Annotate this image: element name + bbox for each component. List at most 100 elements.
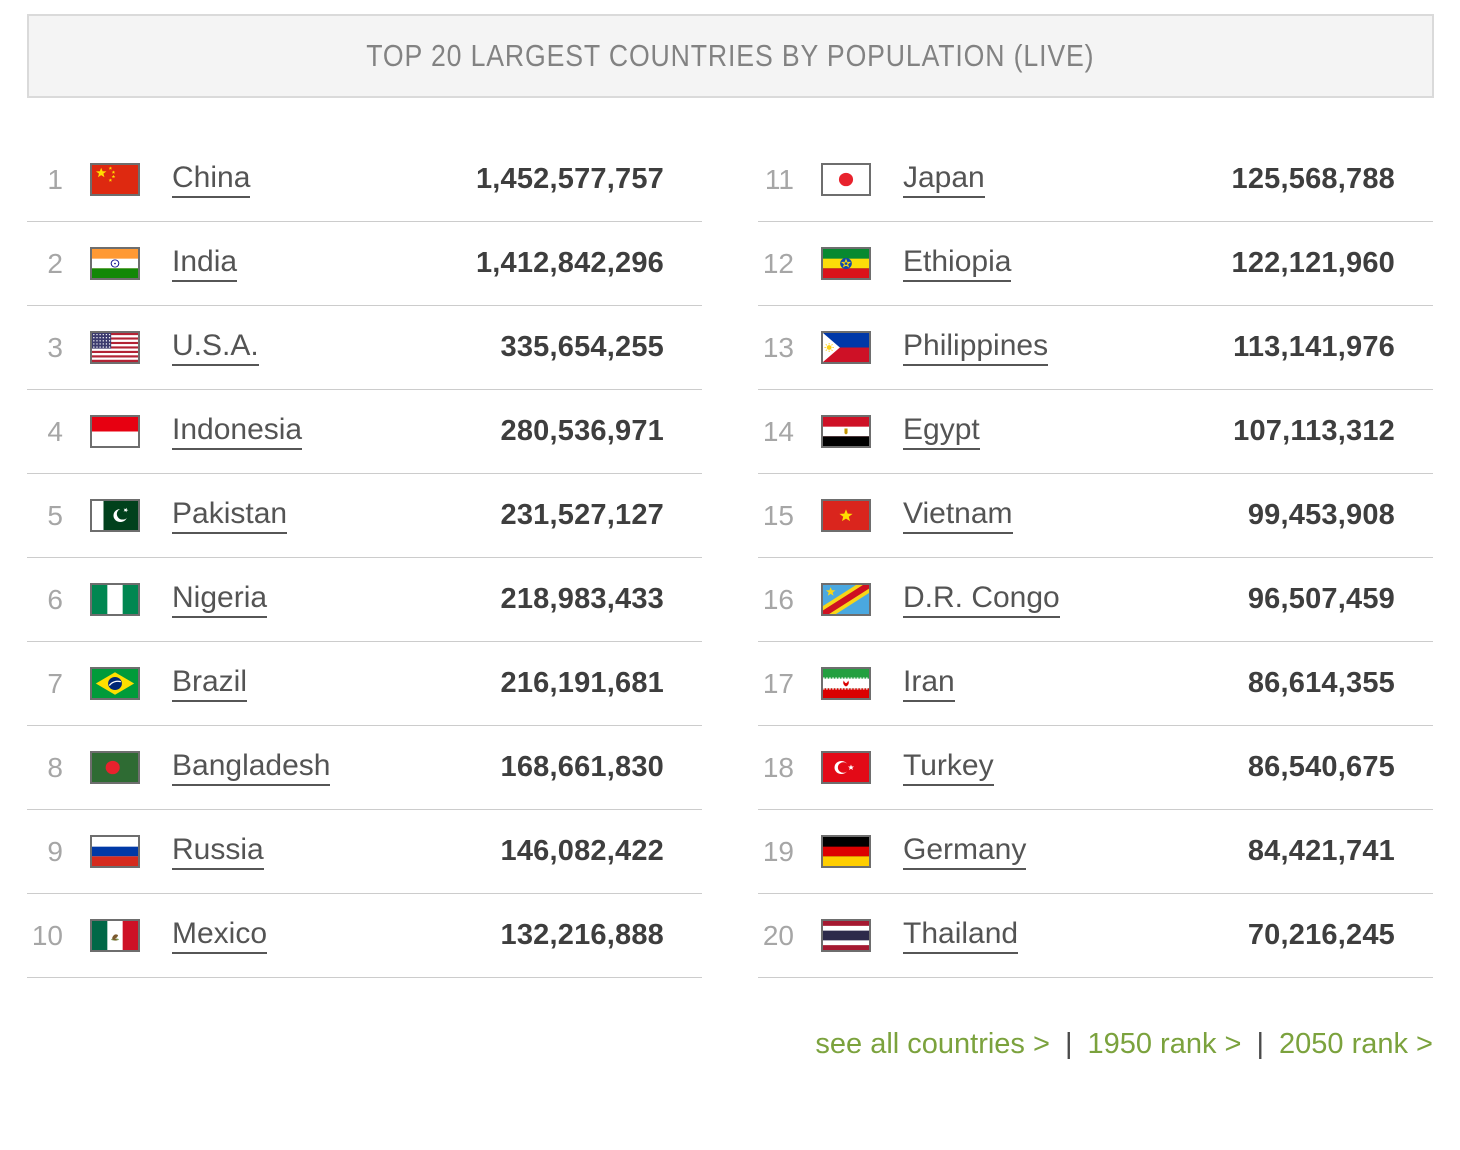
india-flag-icon: [90, 247, 140, 280]
population-value: 231,527,127: [500, 499, 664, 531]
footer-link-1[interactable]: 1950 rank >: [1087, 1028, 1242, 1060]
footer-link-separator: |: [1064, 1028, 1073, 1060]
table-title-box: TOP 20 LARGEST COUNTRIES BY POPULATION (…: [27, 14, 1434, 98]
mexico-flag-icon: [90, 919, 140, 952]
rank-number: 13: [762, 331, 794, 363]
population-value: 1,452,577,757: [475, 163, 664, 195]
table-row: 12 Ethiopia 122,121,960: [758, 222, 1433, 306]
country-link[interactable]: Nigeria: [172, 581, 268, 618]
table-row: 2 India 1,412,842,296: [27, 222, 702, 306]
rank-number: 3: [47, 331, 63, 363]
table-row: 10 Mexico 132,216,888: [27, 894, 702, 978]
table-row: 8 Bangladesh 168,661,830: [27, 726, 702, 810]
page-title: TOP 20 LARGEST COUNTRIES BY POPULATION (…: [366, 38, 1095, 73]
japan-flag-icon: [821, 163, 871, 196]
rank-number: 19: [762, 835, 794, 867]
country-link[interactable]: Germany: [903, 833, 1027, 870]
rank-number: 16: [762, 583, 794, 615]
russia-flag-icon: [90, 835, 140, 868]
population-value: 84,421,741: [1247, 835, 1395, 867]
footer-link-separator: |: [1256, 1028, 1265, 1060]
table-row: 1 China 1,452,577,757: [27, 138, 702, 222]
china-flag-icon: [90, 163, 140, 196]
country-link[interactable]: Mexico: [172, 917, 268, 954]
country-link[interactable]: China: [172, 161, 251, 198]
country-link[interactable]: Indonesia: [172, 413, 303, 450]
population-value: 113,141,976: [1233, 331, 1395, 363]
country-link[interactable]: D.R. Congo: [903, 581, 1060, 618]
table-row: 19 Germany 84,421,741: [758, 810, 1433, 894]
dr-congo-flag-icon: [821, 583, 871, 616]
rank-number: 12: [762, 247, 794, 279]
country-link[interactable]: Russia: [172, 833, 264, 870]
table-row: 11 Japan 125,568,788: [758, 138, 1433, 222]
table-row: 18 Turkey 86,540,675: [758, 726, 1433, 810]
rank-number: 5: [47, 499, 63, 531]
thailand-flag-icon: [821, 919, 871, 952]
vietnam-flag-icon: [821, 499, 871, 532]
country-link[interactable]: Turkey: [903, 749, 994, 786]
footer-link-0[interactable]: see all countries >: [815, 1028, 1050, 1060]
population-value: 132,216,888: [500, 919, 664, 951]
population-value: 70,216,245: [1247, 919, 1395, 951]
philippines-flag-icon: [821, 331, 871, 364]
rank-number: 17: [762, 667, 794, 699]
country-link[interactable]: U.S.A.: [172, 329, 259, 366]
rank-number: 18: [762, 751, 794, 783]
country-link[interactable]: Vietnam: [903, 497, 1013, 534]
country-link[interactable]: India: [172, 245, 238, 282]
rank-number: 1: [47, 163, 63, 195]
rank-number: 10: [31, 919, 63, 951]
turkey-flag-icon: [821, 751, 871, 784]
rank-number: 14: [762, 415, 794, 447]
population-value: 335,654,255: [500, 331, 664, 363]
rank-column-right: 11 Japan 125,568,788 12 Ethiopia 122,121,960 1…: [758, 138, 1433, 978]
rank-column-left: 1 China 1,452,577,757 2 India 1,412,842,296 3 U…: [27, 138, 702, 978]
country-link[interactable]: Brazil: [172, 665, 248, 702]
population-value: 99,453,908: [1247, 499, 1395, 531]
rank-number: 15: [762, 499, 794, 531]
iran-flag-icon: [821, 667, 871, 700]
rank-number: 7: [47, 667, 63, 699]
table-row: 14 Egypt 107,113,312: [758, 390, 1433, 474]
nigeria-flag-icon: [90, 583, 140, 616]
rank-number: 20: [762, 919, 794, 951]
table-row: 16 D.R. Congo 96,507,459: [758, 558, 1433, 642]
population-table: 1 China 1,452,577,757 2 India 1,412,842,296 3 U…: [27, 138, 1433, 978]
country-link[interactable]: Philippines: [903, 329, 1049, 366]
population-value: 218,983,433: [500, 583, 664, 615]
usa-flag-icon: [90, 331, 140, 364]
bangladesh-flag-icon: [90, 751, 140, 784]
indonesia-flag-icon: [90, 415, 140, 448]
country-link[interactable]: Ethiopia: [903, 245, 1012, 282]
country-link[interactable]: Japan: [903, 161, 985, 198]
germany-flag-icon: [821, 835, 871, 868]
country-link[interactable]: Bangladesh: [172, 749, 331, 786]
population-value: 168,661,830: [500, 751, 664, 783]
population-value: 146,082,422: [500, 835, 664, 867]
table-row: 5 Pakistan 231,527,127: [27, 474, 702, 558]
egypt-flag-icon: [821, 415, 871, 448]
footer-link-2[interactable]: 2050 rank >: [1279, 1028, 1433, 1060]
table-row: 6 Nigeria 218,983,433: [27, 558, 702, 642]
table-row: 4 Indonesia 280,536,971: [27, 390, 702, 474]
country-link[interactable]: Pakistan: [172, 497, 288, 534]
rank-number: 6: [47, 583, 63, 615]
population-value: 86,540,675: [1247, 751, 1395, 783]
table-row: 20 Thailand 70,216,245: [758, 894, 1433, 978]
ethiopia-flag-icon: [821, 247, 871, 280]
population-value: 96,507,459: [1247, 583, 1395, 615]
population-value: 216,191,681: [500, 667, 664, 699]
country-link[interactable]: Iran: [903, 665, 955, 702]
country-link[interactable]: Egypt: [903, 413, 980, 450]
table-row: 9 Russia 146,082,422: [27, 810, 702, 894]
rank-number: 8: [47, 751, 63, 783]
table-row: 17 Iran 86,614,355: [758, 642, 1433, 726]
population-value: 107,113,312: [1233, 415, 1395, 447]
pakistan-flag-icon: [90, 499, 140, 532]
brazil-flag-icon: [90, 667, 140, 700]
footer-links: see all countries > | 1950 rank > | 2050 ran…: [0, 1028, 1433, 1061]
rank-number: 4: [47, 415, 63, 447]
population-value: 1,412,842,296: [475, 247, 664, 279]
country-link[interactable]: Thailand: [903, 917, 1019, 954]
